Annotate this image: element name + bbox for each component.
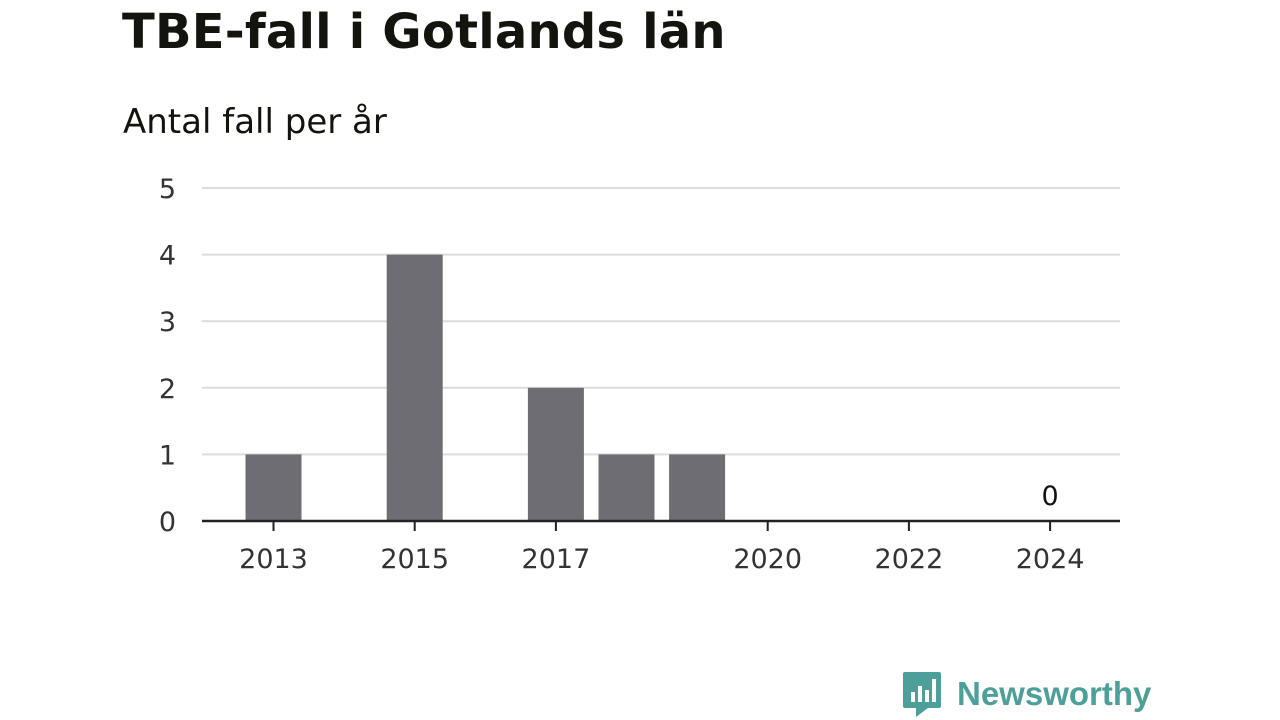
bar [386,254,443,521]
newsworthy-logo-icon [903,672,941,717]
bar [527,387,584,521]
x-tick-label: 2024 [1016,544,1085,575]
y-tick-label: 0 [159,507,176,538]
bar [669,454,726,521]
x-tick-label: 2020 [733,544,802,575]
chart-subtitle: Antal fall per år [123,102,387,142]
data-label: 0 [1042,481,1059,512]
newsworthy-wordmark: Newsworthy [957,675,1152,712]
y-tick-label: 1 [159,440,176,471]
x-tick-label: 2022 [875,544,944,575]
bar [598,454,655,521]
newsworthy-logo: Newsworthy [902,670,1151,718]
y-tick-label: 2 [159,374,176,405]
chart-title: TBE-fall i Gotlands län [122,4,726,60]
y-tick-label: 4 [159,241,176,272]
x-tick-label: 2013 [239,544,308,575]
y-tick-label: 5 [159,174,176,205]
y-tick-label: 3 [159,307,176,338]
bar [245,454,302,521]
x-tick-label: 2015 [380,544,449,575]
x-tick-label: 2017 [522,544,591,575]
